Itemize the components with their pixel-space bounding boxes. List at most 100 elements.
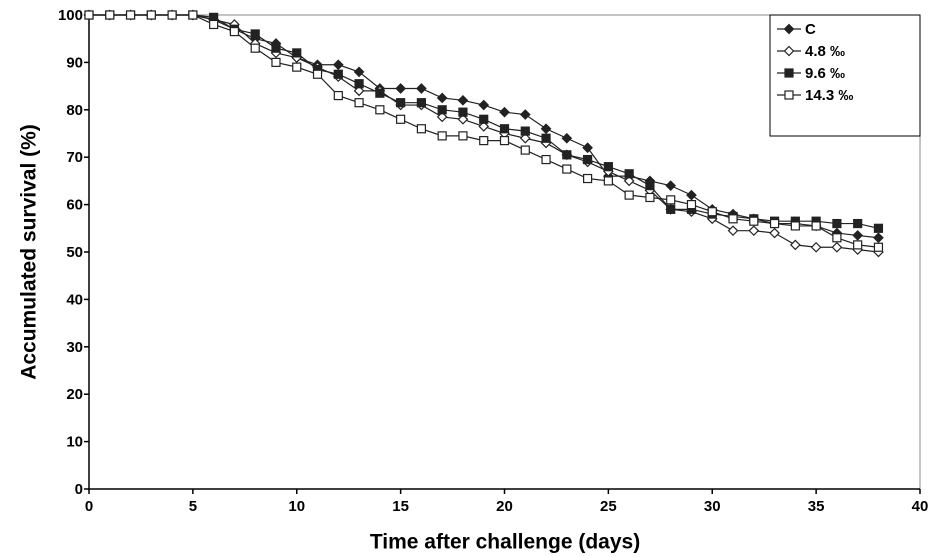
data-point [396, 114, 406, 124]
data-point [540, 123, 552, 135]
data-point [853, 218, 863, 229]
data-point [146, 10, 156, 20]
data-point [624, 190, 634, 200]
x-tick-label: 30 [704, 498, 721, 515]
data-point [707, 207, 717, 217]
data-point [457, 113, 469, 125]
data-point [333, 90, 343, 101]
data-point [458, 131, 468, 141]
data-point [479, 136, 489, 146]
data-point [603, 176, 613, 186]
data-point [332, 59, 344, 71]
y-tick-label: 30 [66, 339, 83, 356]
data-point [105, 10, 115, 20]
legend-box [769, 14, 921, 137]
data-point [645, 192, 655, 203]
data-point [873, 223, 884, 233]
data-point [437, 105, 447, 115]
data-point [353, 66, 365, 78]
data-point [749, 216, 759, 226]
data-point [479, 114, 489, 124]
data-point [686, 189, 697, 201]
data-point [416, 98, 426, 108]
data-point [167, 10, 177, 20]
data-point [728, 214, 738, 224]
data-point [562, 150, 572, 160]
data-point [561, 132, 573, 144]
x-tick-label: 0 [85, 498, 93, 515]
data-point [396, 98, 406, 108]
data-point [582, 173, 593, 184]
data-point [271, 57, 281, 68]
x-tick-label: 25 [600, 498, 617, 515]
data-point [395, 83, 406, 94]
data-point [727, 225, 739, 237]
data-point [562, 164, 572, 174]
data-point [416, 124, 426, 134]
y-tick-label: 70 [66, 149, 83, 166]
y-tick-label: 10 [66, 434, 83, 451]
data-point [790, 239, 801, 251]
data-point [499, 106, 510, 118]
data-point [541, 154, 551, 165]
y-tick-label: 40 [66, 291, 83, 308]
data-point [666, 195, 676, 205]
x-tick-label: 10 [288, 498, 305, 515]
legend-marker [784, 68, 794, 78]
data-point [292, 48, 302, 58]
data-point [125, 10, 136, 20]
data-point [292, 62, 302, 72]
data-point [519, 132, 531, 144]
data-point [353, 85, 365, 97]
data-point [354, 98, 364, 108]
x-tick-label: 20 [496, 498, 513, 515]
y-tick-label: 20 [66, 386, 83, 403]
data-point [312, 69, 323, 79]
data-point [375, 88, 385, 98]
data-point [686, 200, 697, 210]
y-tick-label: 0 [75, 481, 83, 498]
data-point [541, 133, 551, 143]
data-point [416, 83, 427, 94]
data-point [333, 69, 343, 79]
data-point [832, 218, 842, 229]
y-tick-label: 60 [66, 197, 83, 214]
x-tick-label: 15 [392, 498, 409, 515]
y-tick-label: 80 [66, 102, 83, 119]
data-point [437, 131, 447, 141]
data-point [188, 10, 198, 20]
data-point [810, 241, 822, 253]
data-point [666, 204, 676, 214]
x-tick-label: 5 [189, 498, 197, 515]
legend-marker [784, 90, 794, 100]
data-point [458, 107, 468, 117]
legend-marker [783, 23, 795, 35]
data-point [769, 227, 780, 239]
y-tick-label: 90 [66, 54, 83, 71]
x-tick-label: 40 [912, 498, 929, 515]
data-point [436, 92, 448, 104]
data-point [519, 109, 531, 120]
data-point [520, 126, 530, 136]
y-tick-label: 50 [66, 244, 83, 261]
data-point [665, 180, 677, 191]
data-point [852, 230, 864, 241]
y-tick-label: 100 [58, 7, 83, 24]
data-point [478, 99, 490, 111]
data-point [873, 232, 884, 244]
data-point [209, 19, 219, 30]
legend-label: 9.6 ‰ [805, 65, 845, 82]
data-point [436, 111, 448, 123]
y-axis-label: Accumulated survival (%) [18, 124, 41, 380]
data-point [603, 162, 613, 172]
data-point [623, 175, 635, 187]
data-point [520, 145, 530, 155]
data-point [250, 43, 260, 53]
data-point [229, 26, 240, 37]
data-point [832, 233, 842, 243]
data-point [853, 240, 863, 250]
series-line [89, 14, 879, 253]
data-point [457, 94, 469, 106]
data-point [645, 181, 655, 191]
